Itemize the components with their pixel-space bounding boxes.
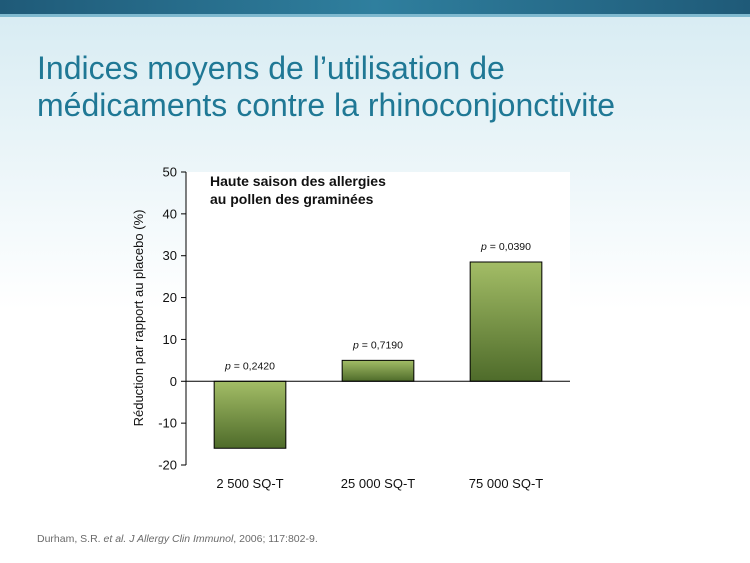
y-tick-label: 0	[170, 374, 177, 389]
p-symbol: p	[352, 339, 359, 351]
y-tick-label: 50	[163, 165, 177, 180]
header-bar	[0, 0, 750, 14]
p-value-label: p = 0,7190	[352, 339, 403, 351]
p-value-label: p = 0,0390	[480, 241, 531, 253]
p-value: = 0,7190	[359, 339, 403, 351]
p-value: = 0,0390	[487, 241, 531, 253]
p-value-label: p = 0,2420	[224, 360, 275, 372]
p-symbol: p	[224, 360, 231, 372]
bar-0	[213, 380, 287, 449]
slide-title-line-2: médicaments contre la rhinoconjonctivite	[37, 87, 616, 123]
citation: Durham, S.R. et al. J Allergy Clin Immun…	[37, 533, 318, 545]
y-axis: 50 40 30 20 10 0 -10 -20	[158, 165, 187, 473]
y-tick-label: 10	[163, 332, 177, 347]
citation-details: , 2006; 117:802-9.	[233, 533, 318, 545]
bar-1	[341, 359, 415, 382]
p-value: = 0,2420	[231, 360, 275, 372]
y-tick-label: 30	[163, 248, 177, 263]
bar-2	[469, 261, 543, 382]
chart-annotation-line-1: Haute saison des allergies	[210, 173, 386, 189]
y-axis-title: Réduction par rapport au placebo (%)	[131, 210, 146, 427]
slide-title: Indices moyens de l’utilisation de médic…	[37, 50, 737, 124]
y-tick-label: 40	[163, 206, 177, 221]
x-tick-label: 75 000 SQ-T	[469, 476, 543, 491]
slide-title-line-1: Indices moyens de l’utilisation de	[37, 50, 505, 86]
citation-etal: et al.	[103, 533, 127, 545]
y-tick-label: -20	[158, 458, 177, 473]
citation-journal: J Allergy Clin Immunol	[129, 533, 234, 545]
x-tick-label: 25 000 SQ-T	[341, 476, 415, 491]
x-axis-labels: 2 500 SQ-T 25 000 SQ-T 75 000 SQ-T	[216, 476, 543, 491]
chart-annotation-line-2: au pollen des graminées	[210, 191, 374, 207]
x-tick-label: 2 500 SQ-T	[216, 476, 283, 491]
p-symbol: p	[480, 241, 487, 253]
y-tick-label: -10	[158, 416, 177, 431]
y-tick-label: 20	[163, 290, 177, 305]
header-bar-accent	[0, 14, 750, 17]
bars	[186, 261, 570, 449]
citation-authors: Durham, S.R.	[37, 533, 104, 545]
